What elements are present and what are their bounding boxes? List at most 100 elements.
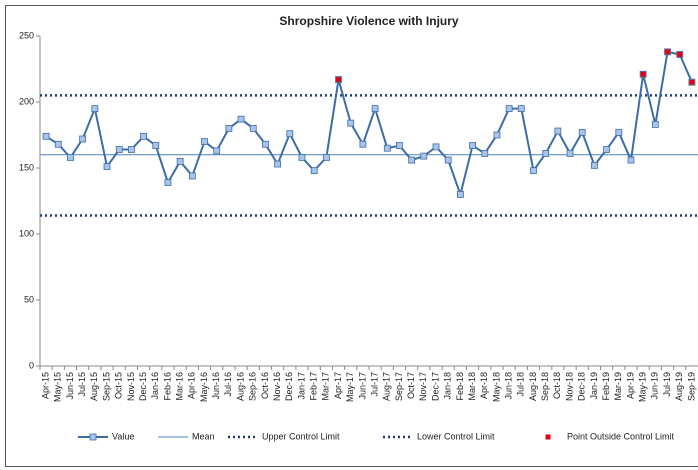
legend-label: Upper Control Limit <box>262 431 340 441</box>
x-tick-label: Oct-15 <box>114 372 124 399</box>
x-tick-label: Jul-19 <box>662 372 672 397</box>
x-tick-label: Feb-17 <box>309 372 319 401</box>
x-tick-label: Sep-19 <box>686 372 696 401</box>
x-tick-label: Nov-17 <box>418 372 428 401</box>
x-tick-label: Sep-15 <box>101 372 111 401</box>
legend-label: Value <box>112 431 134 441</box>
value-marker <box>322 154 330 161</box>
x-tick-label: Jan-17 <box>296 372 306 400</box>
value-marker <box>493 131 501 139</box>
x-tick-label: Aug-18 <box>528 372 538 401</box>
x-tick-label: May-15 <box>53 372 63 402</box>
value-marker <box>420 152 428 160</box>
x-tick-label: Jan-18 <box>443 372 453 400</box>
chart-title: Shropshire Violence with Injury <box>279 14 458 28</box>
x-tick-label: Jul-18 <box>516 372 526 397</box>
value-marker <box>103 163 111 171</box>
value-marker <box>91 105 99 112</box>
value-marker <box>359 140 367 148</box>
legend-label: Lower Control Limit <box>417 431 495 441</box>
x-tick-label: May-18 <box>491 372 501 402</box>
x-tick-label: Jun-19 <box>650 372 660 400</box>
x-tick-label: Aug-16 <box>235 372 245 401</box>
x-tick-label: Nov-16 <box>272 372 282 401</box>
x-tick-label: Apr-16 <box>187 372 197 399</box>
outlier-marker <box>336 77 342 83</box>
value-marker <box>542 150 550 157</box>
value-marker <box>591 161 598 169</box>
x-tick-label: Apr-15 <box>40 372 50 399</box>
x-tick-label: Jun-17 <box>357 372 367 400</box>
legend-label: Mean <box>192 431 215 441</box>
x-tick-label: Mar-17 <box>321 372 331 401</box>
legend-swatch <box>89 433 97 441</box>
value-marker <box>262 140 269 148</box>
x-tick-label: Aug-17 <box>382 372 392 401</box>
x-tick-label: May-19 <box>638 372 648 402</box>
y-tick-label: 200 <box>19 96 34 106</box>
value-marker <box>67 154 74 161</box>
value-marker <box>603 146 611 153</box>
legend-swatch <box>545 434 551 440</box>
y-tick-label: 0 <box>29 360 34 370</box>
value-marker <box>225 125 233 132</box>
value-marker <box>517 105 525 112</box>
x-tick-label: Dec-18 <box>577 372 587 401</box>
value-marker <box>274 160 282 168</box>
x-tick-label: Sep-17 <box>394 372 404 401</box>
value-marker <box>396 142 403 149</box>
value-marker <box>286 130 294 138</box>
x-tick-label: Oct-16 <box>260 372 270 399</box>
x-tick-label: Nov-15 <box>126 372 136 401</box>
value-marker <box>456 190 464 198</box>
value-marker <box>298 154 306 161</box>
value-marker <box>42 132 50 140</box>
x-tick-label: Jan-19 <box>589 372 599 400</box>
value-marker <box>115 146 123 153</box>
y-tick-label: 50 <box>24 294 34 304</box>
outlier-marker <box>689 79 695 85</box>
value-marker <box>213 147 221 155</box>
value-marker <box>530 167 537 175</box>
y-tick-label: 150 <box>19 162 34 172</box>
value-marker <box>444 156 452 164</box>
value-marker <box>469 142 476 149</box>
x-tick-label: Dec-15 <box>138 372 148 401</box>
x-tick-label: Mar-18 <box>467 372 477 401</box>
y-tick-label: 250 <box>19 30 34 40</box>
x-tick-label: Sep-18 <box>540 372 550 401</box>
value-marker <box>54 140 62 148</box>
x-tick-label: Jun-18 <box>504 372 514 400</box>
outlier-marker <box>677 51 683 57</box>
value-marker <box>408 156 416 164</box>
x-tick-label: Mar-16 <box>175 372 185 401</box>
x-tick-label: May-16 <box>199 372 209 402</box>
value-marker <box>140 132 147 140</box>
value-marker <box>201 138 208 146</box>
x-tick-label: Nov-18 <box>564 372 574 401</box>
value-marker <box>79 135 87 143</box>
value-marker <box>432 143 440 151</box>
value-marker <box>615 128 623 136</box>
legend-label: Point Outside Control Limit <box>567 431 675 441</box>
x-tick-label: Jul-17 <box>369 372 379 397</box>
x-tick-label: Apr-19 <box>625 372 635 399</box>
x-tick-label: Jul-16 <box>223 372 233 397</box>
x-tick-label: Aug-19 <box>674 372 684 401</box>
x-tick-label: Dec-16 <box>284 372 294 401</box>
value-marker <box>176 157 184 165</box>
x-tick-label: Aug-15 <box>89 372 99 401</box>
x-tick-label: Jul-15 <box>77 372 87 397</box>
chart-border <box>5 5 698 467</box>
x-tick-label: Apr-17 <box>333 372 343 399</box>
x-tick-label: Feb-19 <box>601 372 611 401</box>
value-marker <box>383 144 391 152</box>
value-marker <box>152 142 160 149</box>
x-tick-label: Apr-18 <box>479 372 489 399</box>
value-marker <box>347 119 355 127</box>
x-tick-label: Oct-18 <box>552 372 562 399</box>
value-marker <box>651 121 659 128</box>
x-tick-label: Jun-15 <box>65 372 75 400</box>
value-marker <box>566 150 574 157</box>
